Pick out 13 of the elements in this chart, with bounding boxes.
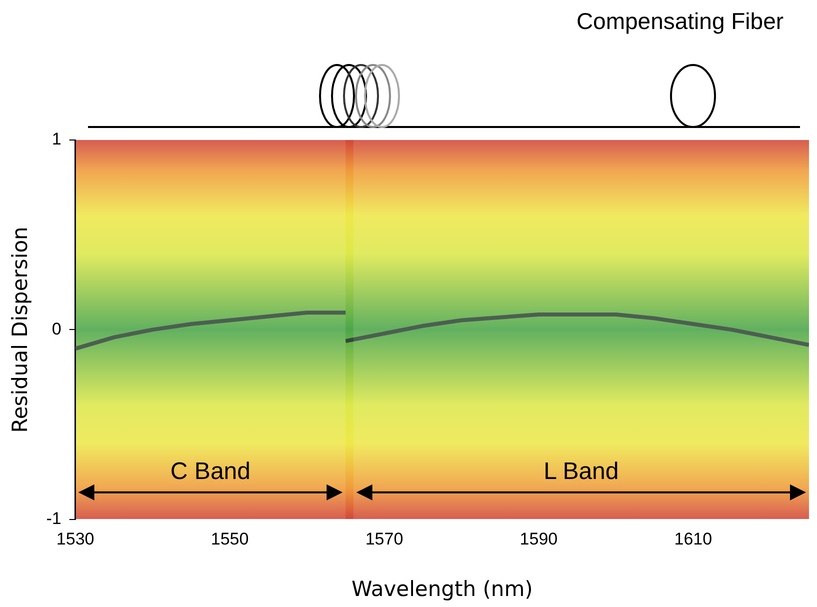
x-tick-label: 1570 xyxy=(365,529,404,548)
y-tick-label: -1 xyxy=(46,509,62,528)
text: Compensating Fiber xyxy=(575,8,785,35)
x-tick-label: 1530 xyxy=(56,529,94,548)
y-tick-label: 0 xyxy=(52,319,62,338)
x-tick-label: 1610 xyxy=(674,529,712,548)
band-label: L Band xyxy=(544,458,619,486)
y-tick-label: 1 xyxy=(52,130,62,149)
x-tick-label: 1590 xyxy=(520,529,558,548)
y-axis-title: Residual Dispersion xyxy=(8,226,32,433)
band-label: C Band xyxy=(170,458,250,486)
x-axis-title: Wavelength (nm) xyxy=(351,576,533,601)
x-tick-label: 1550 xyxy=(210,529,249,548)
